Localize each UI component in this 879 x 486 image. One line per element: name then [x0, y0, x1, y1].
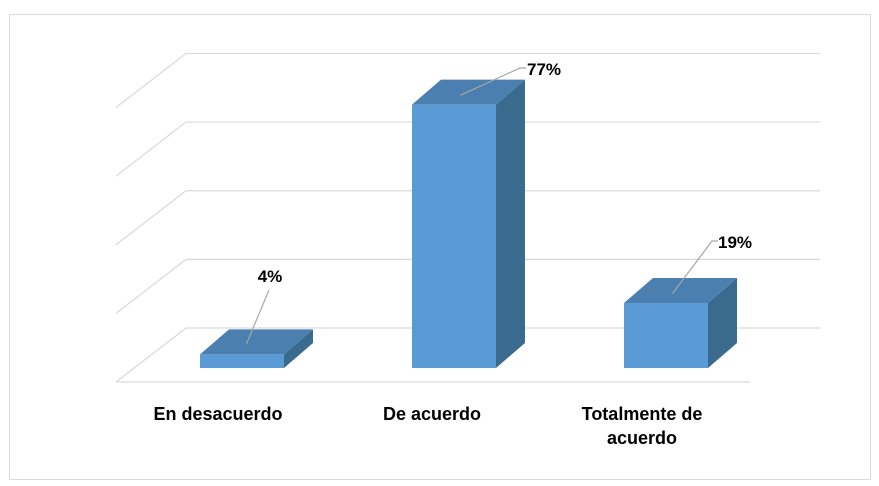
leader-line: [460, 67, 526, 96]
data-label: 77%: [527, 60, 561, 79]
bars: [200, 79, 737, 368]
gridline-depth: [115, 327, 187, 383]
bar-side-face: [708, 278, 737, 368]
gridline-depth: [115, 258, 187, 314]
gridline-depth: [115, 52, 187, 108]
gridline-depth: [115, 190, 187, 246]
bar-side-face: [496, 79, 525, 368]
data-labels: 4% 77% 19%: [245, 60, 752, 345]
leader-line: [245, 289, 270, 345]
category-label: En desacuerdo: [153, 404, 282, 424]
category-label: Totalmente de acuerdo: [582, 404, 703, 448]
gridline-depth: [115, 121, 187, 177]
category-label: De acuerdo: [383, 404, 481, 424]
bar: [200, 354, 284, 368]
bar-top-face: [624, 278, 737, 304]
bar: [624, 303, 708, 368]
category-axis-labels: En desacuerdo De acuerdo Totalmente de acue…: [153, 404, 702, 448]
bar: [412, 104, 496, 368]
data-label: 4%: [258, 267, 283, 286]
leader-line: [672, 240, 718, 294]
bar-side-face: [284, 329, 313, 368]
bar-top-face: [200, 329, 313, 355]
data-label: 19%: [718, 233, 752, 252]
